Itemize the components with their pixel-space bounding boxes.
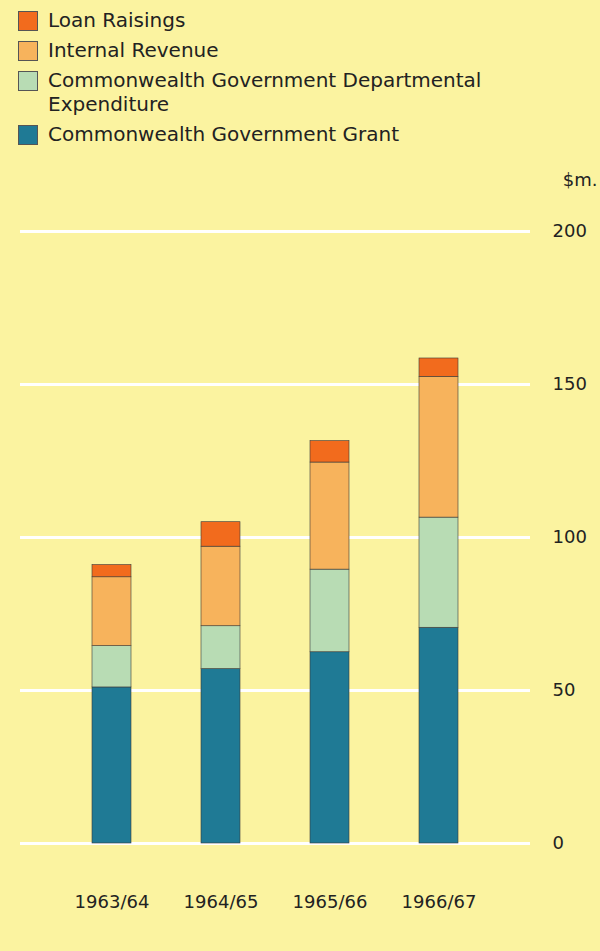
svg-text:200: 200 <box>553 220 587 241</box>
svg-text:1966/67: 1966/67 <box>402 891 477 912</box>
svg-text:1964/65: 1964/65 <box>184 891 259 912</box>
html-text:Commonwealth Government Depart: Commonwealth Government Departmental Exp… <box>48 68 482 116</box>
svg-text:0: 0 <box>553 832 564 853</box>
svg-text:50: 50 <box>553 679 576 700</box>
html-text:Commonwealth Government Grant: Commonwealth Government Grant <box>48 122 399 146</box>
html-text:Internal Revenue: Internal Revenue <box>48 38 219 62</box>
svg-text:$m.: $m. <box>563 170 598 190</box>
svg-text:1963/64: 1963/64 <box>75 891 150 912</box>
svg-text:100: 100 <box>553 526 587 547</box>
svg-text:1965/66: 1965/66 <box>293 891 368 912</box>
svg-text:150: 150 <box>553 373 587 394</box>
html-text:Loan Raisings: Loan Raisings <box>48 8 186 32</box>
